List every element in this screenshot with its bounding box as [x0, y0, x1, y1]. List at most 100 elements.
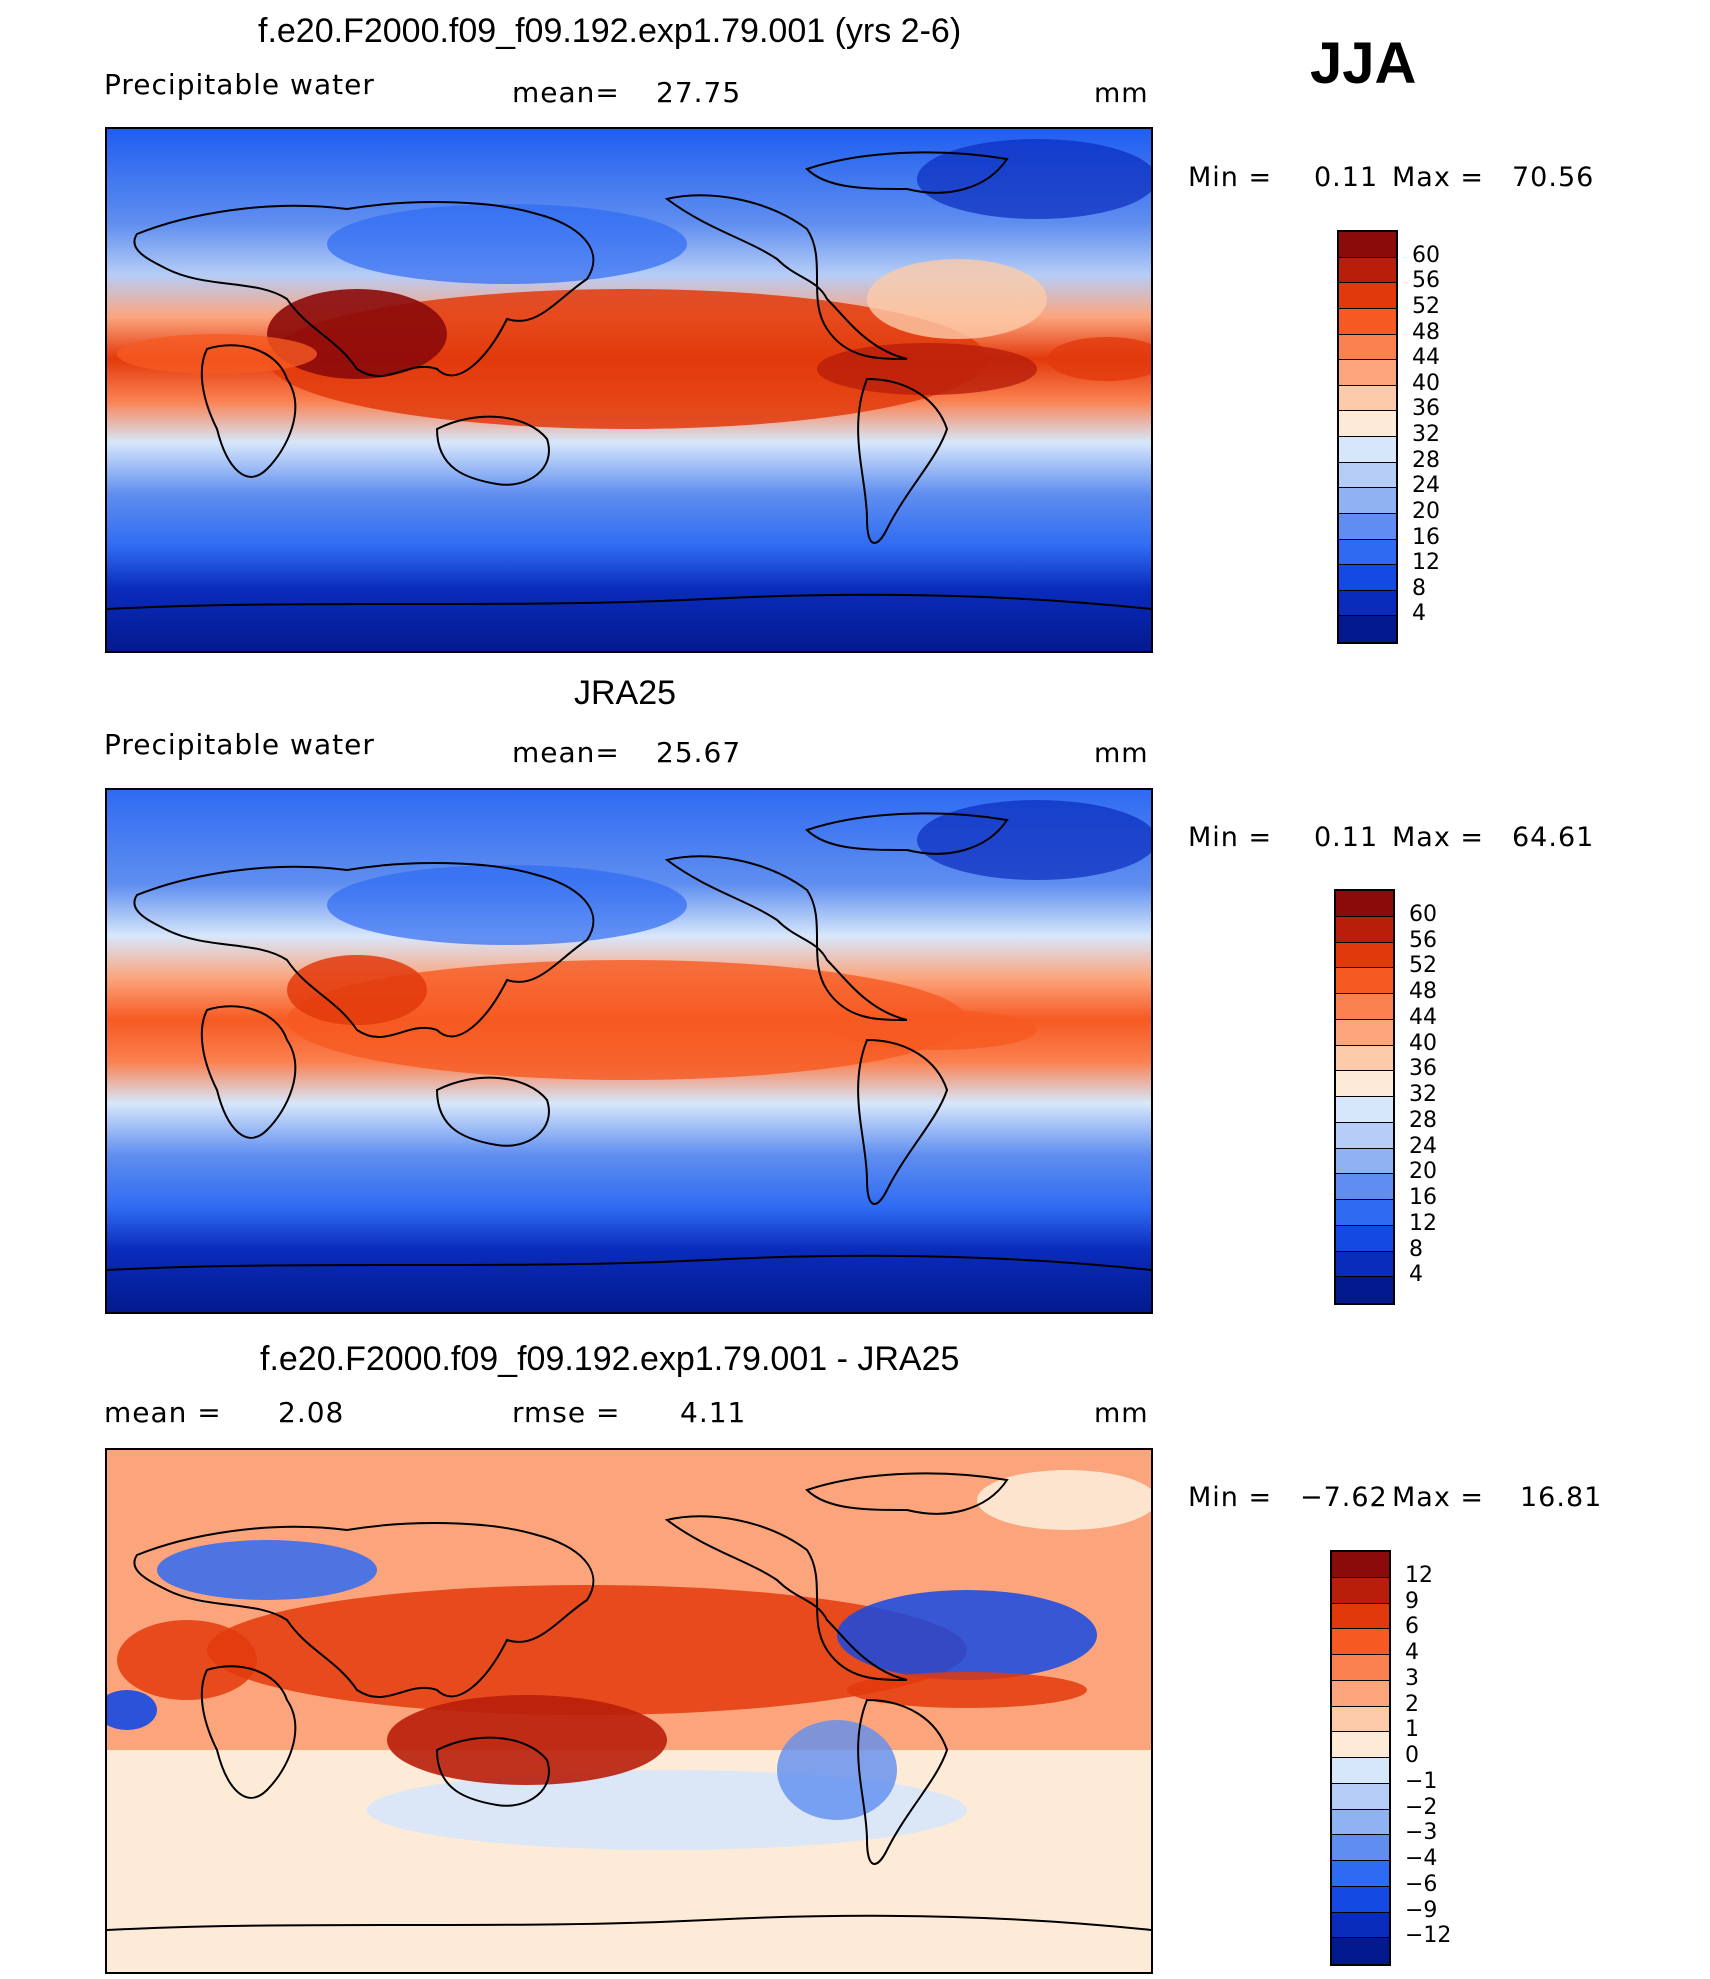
panel1-min-value: 0.11 — [1314, 162, 1379, 193]
panel3-colorbar — [1330, 1550, 1391, 1966]
colorbar-tick-label: 4 — [1412, 601, 1426, 627]
colorbar-segment — [1336, 891, 1393, 917]
colorbar-segment — [1336, 1019, 1393, 1046]
colorbar-tick-label: −2 — [1405, 1794, 1438, 1820]
colorbar-segment — [1332, 1629, 1389, 1655]
colorbar-tick-label: 12 — [1409, 1210, 1437, 1236]
colorbar-segment — [1336, 1097, 1393, 1123]
colorbar-tick-label: 12 — [1405, 1562, 1433, 1588]
colorbar-tick-label: 20 — [1412, 498, 1440, 524]
colorbar-tick-label: 16 — [1412, 524, 1440, 550]
colorbar-segment — [1339, 385, 1396, 412]
colorbar-segment — [1336, 1225, 1393, 1252]
colorbar-tick-label: 4 — [1405, 1640, 1419, 1665]
colorbar-segment — [1332, 1861, 1389, 1887]
colorbar-tick-label: 36 — [1412, 396, 1440, 422]
panel1-max-value: 70.56 — [1512, 162, 1595, 193]
panel2-min-value: 0.11 — [1314, 822, 1379, 853]
panel3-min-value: −7.62 — [1300, 1482, 1388, 1513]
colorbar-tick-label: 44 — [1409, 1004, 1437, 1030]
colorbar-tick-label: −4 — [1405, 1846, 1438, 1871]
colorbar-segment — [1339, 565, 1396, 591]
colorbar-segment — [1332, 1732, 1389, 1758]
colorbar-tick-label: −12 — [1405, 1923, 1452, 1949]
colorbar-segment — [1339, 437, 1396, 463]
colorbar-tick-label: 36 — [1409, 1056, 1437, 1082]
colorbar-segment — [1336, 1277, 1393, 1303]
panel1-mean-label: mean= — [512, 76, 620, 109]
colorbar-tick-label: 32 — [1409, 1082, 1437, 1107]
colorbar-tick-label: 28 — [1409, 1107, 1437, 1133]
colorbar-segment — [1332, 1706, 1389, 1733]
colorbar-segment — [1339, 462, 1396, 489]
season-label: JJA — [1310, 31, 1417, 96]
colorbar-tick-label: 56 — [1409, 927, 1437, 953]
colorbar-segment — [1339, 411, 1396, 437]
colorbar-tick-label: 3 — [1405, 1665, 1419, 1691]
colorbar-tick-label: 48 — [1412, 319, 1440, 345]
panel3-mean-value: 2.08 — [278, 1396, 345, 1429]
colorbar-tick-label: 8 — [1409, 1236, 1423, 1262]
colorbar-tick-label: 32 — [1412, 422, 1440, 447]
panel3-max-label: Max = — [1392, 1482, 1485, 1513]
panel1-max-label: Max = — [1392, 162, 1485, 193]
colorbar-segment — [1339, 488, 1396, 514]
colorbar-segment — [1339, 232, 1396, 258]
colorbar-segment — [1332, 1577, 1389, 1604]
colorbar-tick-label: 16 — [1409, 1185, 1437, 1210]
panel2-units: mm — [1094, 738, 1149, 769]
colorbar-tick-label: −6 — [1405, 1871, 1438, 1897]
panel3-max-value: 16.81 — [1520, 1482, 1603, 1513]
colorbar-tick-label: 28 — [1412, 447, 1440, 473]
colorbar-tick-label: −1 — [1405, 1768, 1438, 1794]
colorbar-segment — [1332, 1758, 1389, 1784]
colorbar-segment — [1339, 308, 1396, 335]
panel2-title: JRA25 — [574, 674, 677, 712]
colorbar-tick-label: 60 — [1412, 242, 1440, 268]
colorbar-segment — [1339, 360, 1396, 386]
colorbar-segment — [1336, 1071, 1393, 1097]
colorbar-segment — [1339, 539, 1396, 566]
colorbar-segment — [1336, 1122, 1393, 1149]
colorbar-segment — [1339, 590, 1396, 617]
colorbar-segment — [1339, 513, 1396, 540]
colorbar-segment — [1336, 968, 1393, 994]
panel1-title: f.e20.F2000.f09_f09.192.exp1.79.001 (yrs… — [258, 12, 962, 50]
colorbar-tick-label: 52 — [1409, 953, 1437, 979]
panel3-rmse-value: 4.11 — [680, 1396, 747, 1429]
colorbar-segment — [1336, 916, 1393, 943]
colorbar-segment — [1332, 1655, 1389, 1681]
colorbar-segment — [1336, 1251, 1393, 1278]
colorbar-segment — [1332, 1912, 1389, 1939]
colorbar-tick-label: −3 — [1405, 1820, 1438, 1846]
colorbar-tick-label: 1 — [1405, 1717, 1419, 1743]
colorbar-segment — [1336, 942, 1393, 969]
colorbar-segment — [1332, 1886, 1389, 1913]
panel2-variable-label: Precipitable water — [104, 728, 375, 761]
colorbar-tick-label: 40 — [1412, 370, 1440, 396]
colorbar-segment — [1332, 1603, 1389, 1630]
panel1-variable-label: Precipitable water — [104, 68, 375, 101]
panel2-map — [105, 788, 1153, 1314]
colorbar-tick-label: 9 — [1405, 1588, 1419, 1614]
panel2-max-value: 64.61 — [1512, 822, 1595, 853]
colorbar-segment — [1332, 1938, 1389, 1964]
panel2-max-label: Max = — [1392, 822, 1485, 853]
colorbar-tick-label: 24 — [1412, 473, 1440, 499]
panel3-title: f.e20.F2000.f09_f09.192.exp1.79.001 - JR… — [260, 1340, 960, 1378]
colorbar-segment — [1332, 1835, 1389, 1861]
colorbar-tick-label: 60 — [1409, 901, 1437, 927]
colorbar-tick-label: 8 — [1412, 575, 1426, 601]
colorbar-tick-label: 44 — [1412, 345, 1440, 371]
colorbar-tick-label: −9 — [1405, 1897, 1438, 1923]
panel3-min-label: Min = — [1188, 1482, 1273, 1513]
panel3-map-field — [107, 1450, 1151, 1972]
colorbar-segment — [1332, 1783, 1389, 1810]
panel2-map-field — [107, 790, 1151, 1312]
panel3-units: mm — [1094, 1398, 1149, 1429]
panel2-mean-label: mean= — [512, 736, 620, 769]
colorbar-segment — [1339, 616, 1396, 642]
colorbar-segment — [1339, 283, 1396, 309]
colorbar-tick-label: 2 — [1405, 1691, 1419, 1717]
panel1-min-label: Min = — [1188, 162, 1273, 193]
